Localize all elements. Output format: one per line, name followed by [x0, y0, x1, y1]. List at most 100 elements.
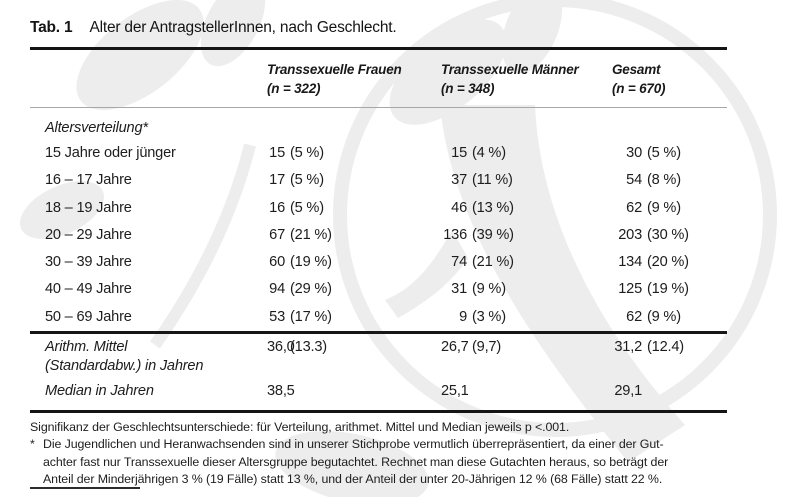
- cell-mean: 31,2: [614, 339, 642, 356]
- cell-percent: (3 %): [472, 308, 506, 325]
- cell-sd: (12.4): [647, 339, 684, 356]
- top-rule: [30, 47, 727, 50]
- cell-maenner: 136 (39 %): [441, 222, 612, 249]
- significance-note: Signifikanz der Geschlechtsunterschiede:…: [30, 420, 570, 435]
- watermark-leaf: [501, 0, 563, 74]
- arith-label-line1: Arithm. Mittel: [45, 339, 128, 356]
- cell-gesamt: 125 (19 %): [612, 276, 727, 303]
- header-row: Transsexuelle Frauen (n = 322) Transsexu…: [30, 50, 727, 107]
- cell-count: 17: [269, 172, 285, 189]
- cell-frauen: 60 (19 %): [267, 249, 441, 276]
- cell-count: 30: [626, 145, 642, 161]
- cell-percent: (5 %): [647, 145, 681, 161]
- cell-count: 54: [626, 172, 642, 189]
- cell-gesamt: 30 (5 %): [612, 140, 727, 167]
- cell-gesamt: 31,2 (12.4): [612, 338, 727, 376]
- watermark-branch-left: [150, 143, 256, 349]
- watermark-circle: [333, 0, 777, 437]
- cell-percent: (5 %): [290, 199, 324, 216]
- cell-percent: (29 %): [290, 281, 332, 298]
- cell-gesamt: 29,1: [612, 382, 727, 401]
- column-name: Transsexuelle Männer: [441, 62, 579, 77]
- cell-percent: (19 %): [290, 254, 332, 271]
- cell-maenner: 31 (9 %): [441, 276, 612, 303]
- age-range-label: 50 – 69 Jahre: [45, 308, 132, 325]
- cell-sd: (13.3): [290, 339, 327, 356]
- cell-median: 25,1: [441, 383, 469, 400]
- cell-percent: (21 %): [472, 254, 514, 271]
- cell-maenner: 26,7 (9,7): [441, 338, 612, 376]
- watermark-leaf: [275, 430, 429, 497]
- header-rule: [30, 107, 727, 108]
- cell-frauen: 38,5: [267, 382, 441, 401]
- header-col-frauen: Transsexuelle Frauen (n = 322): [267, 60, 441, 98]
- cell-count: 74: [451, 254, 467, 271]
- footnote-text: Die Jugendlichen und Heranwachsenden sin…: [43, 436, 727, 488]
- cell-count: 94: [269, 281, 285, 298]
- cell-percent: (9 %): [647, 308, 681, 325]
- cell-percent: (11 %): [472, 172, 513, 189]
- arith-label-line2: (Standardabw.) in Jahren: [45, 358, 204, 375]
- header-col-maenner: Transsexuelle Männer (n = 348): [441, 60, 612, 98]
- cell-gesamt: 54 (8 %): [612, 167, 727, 194]
- cell-maenner: 46 (13 %): [441, 195, 612, 222]
- cell-count: 134: [618, 254, 642, 271]
- age-range-label: 16 – 17 Jahre: [45, 172, 132, 189]
- cell-gesamt: 62 (9 %): [612, 304, 727, 331]
- table-row: 15 Jahre oder jünger 15 (5 %) 15 (4 %) 30 (…: [30, 140, 727, 167]
- arith-mittel-label: Arithm. Mittel (Standardabw.) in Jahren: [30, 338, 267, 376]
- cell-percent: (39 %): [472, 226, 514, 243]
- cell-gesamt: 203 (30 %): [612, 222, 727, 249]
- footnote-text-line: achter fast nur Transsexuelle dieser Alt…: [43, 454, 669, 469]
- cell-count: 67: [269, 226, 285, 243]
- cell-percent: (9 %): [647, 199, 681, 216]
- table-row: 20 – 29 Jahre 67 (21 %) 136 (39 %) 203 (30 …: [30, 222, 727, 249]
- cell-count: 53: [269, 308, 285, 325]
- header-col-gesamt: Gesamt (n = 670): [612, 60, 727, 98]
- cell-sd: (9,7): [472, 339, 502, 356]
- bottom-partial-rule: [30, 487, 140, 489]
- cell-count: 16: [269, 199, 285, 216]
- cell-percent: (20 %): [647, 254, 689, 271]
- cell-frauen: 17 (5 %): [267, 167, 441, 194]
- cell-percent: (5 %): [290, 172, 324, 189]
- age-range-label: 20 – 29 Jahre: [45, 226, 132, 243]
- cell-maenner: 74 (21 %): [441, 249, 612, 276]
- table-row: 30 – 39 Jahre 60 (19 %) 74 (21 %) 134 (20 %…: [30, 249, 727, 276]
- age-range-label: 18 – 19 Jahre: [45, 199, 132, 216]
- cell-count: 136: [443, 226, 467, 243]
- cell-maenner: 9 (3 %): [441, 304, 612, 331]
- cell-median: 29,1: [614, 383, 642, 400]
- cell-frauen: 67 (21 %): [267, 222, 441, 249]
- cell-percent: (21 %): [290, 226, 332, 243]
- star-footnote: * Die Jugendlichen und Heranwachsenden s…: [30, 436, 727, 488]
- watermark-trunk: [440, 105, 685, 462]
- cell-count: 31: [451, 281, 467, 298]
- footnote-marker: *: [30, 437, 35, 452]
- table-row: 50 – 69 Jahre 53 (17 %) 9 (3 %) 62 (9 %): [30, 304, 727, 331]
- median-label: Median in Jahren: [45, 383, 154, 400]
- summary-section: Arithm. Mittel (Standardabw.) in Jahren …: [30, 331, 727, 410]
- median-row: Median in Jahren 38,5 25,1 29,1: [30, 382, 727, 401]
- column-n: (n = 322): [267, 81, 321, 96]
- column-name: Gesamt: [612, 62, 661, 77]
- cell-mean: 36,0: [267, 339, 295, 356]
- cell-gesamt: 62 (9 %): [612, 195, 727, 222]
- cell-frauen: 53 (17 %): [267, 304, 441, 331]
- cell-maenner: 37 (11 %): [441, 167, 612, 194]
- cell-maenner: 15 (4 %): [441, 140, 612, 167]
- table-title: Alter der AntragstellerInnen, nach Gesch…: [89, 19, 397, 36]
- header-empty-cell: [30, 60, 267, 98]
- cell-count: 60: [269, 254, 285, 271]
- cell-percent: (17 %): [290, 308, 332, 325]
- watermark-leaf: [200, 0, 266, 67]
- age-range-label: 15 Jahre oder jünger: [45, 145, 176, 161]
- cell-count: 15: [269, 145, 285, 161]
- cell-count: 62: [626, 308, 642, 325]
- cell-frauen: 36,0(13.3): [267, 338, 441, 376]
- age-range-label: 30 – 39 Jahre: [45, 254, 132, 271]
- cell-percent: (8 %): [647, 172, 681, 189]
- cell-count: 125: [618, 281, 642, 298]
- footnote-section: Signifikanz der Geschlechtsunterschiede:…: [30, 410, 727, 489]
